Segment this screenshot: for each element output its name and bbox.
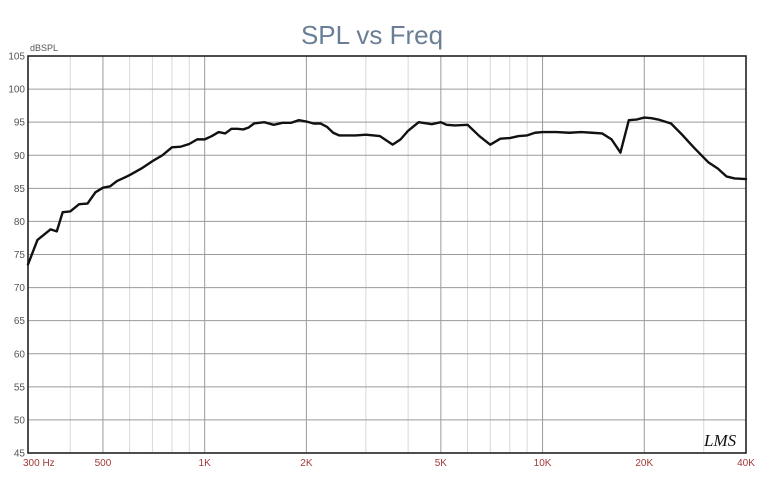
x-tick-label: 500 [95, 458, 112, 469]
y-tick-label: 60 [14, 349, 26, 360]
y-tick-labels: 45 50 55 60 65 70 75 80 85 90 95 100 105 [8, 52, 25, 460]
chart-title: SPL vs Freq [301, 20, 443, 50]
x-tick-labels: 300 Hz 500 1K 2K 5K 10K 20K 40K [23, 458, 755, 469]
x-tick-label: 20K [635, 458, 653, 469]
x-tick-label: 300 Hz [23, 458, 55, 469]
brand-mark: LMS [703, 431, 737, 450]
y-tick-label: 45 [14, 449, 26, 460]
x-tick-label: 1K [199, 458, 212, 469]
y-tick-label: 55 [14, 382, 26, 393]
y-tick-label: 105 [8, 52, 25, 63]
grid-major [28, 56, 746, 453]
y-tick-label: 70 [14, 283, 26, 294]
y-tick-label: 100 [8, 85, 25, 96]
x-tick-label: 2K [300, 458, 313, 469]
y-tick-label: 80 [14, 217, 26, 228]
y-tick-label: 85 [14, 184, 26, 195]
plot-frame [27, 55, 747, 454]
y-tick-label: 75 [14, 250, 26, 261]
y-tick-label: 90 [14, 151, 26, 162]
y-tick-label: 95 [14, 118, 26, 129]
x-tick-label: 10K [534, 458, 552, 469]
y-tick-label: 65 [14, 316, 26, 327]
y-axis-unit: dBSPL [30, 43, 58, 53]
x-tick-label: 5K [435, 458, 448, 469]
series-layer [26, 116, 748, 266]
x-tick-label: 40K [737, 458, 755, 469]
y-tick-label: 50 [14, 415, 26, 426]
series-line [26, 116, 748, 266]
